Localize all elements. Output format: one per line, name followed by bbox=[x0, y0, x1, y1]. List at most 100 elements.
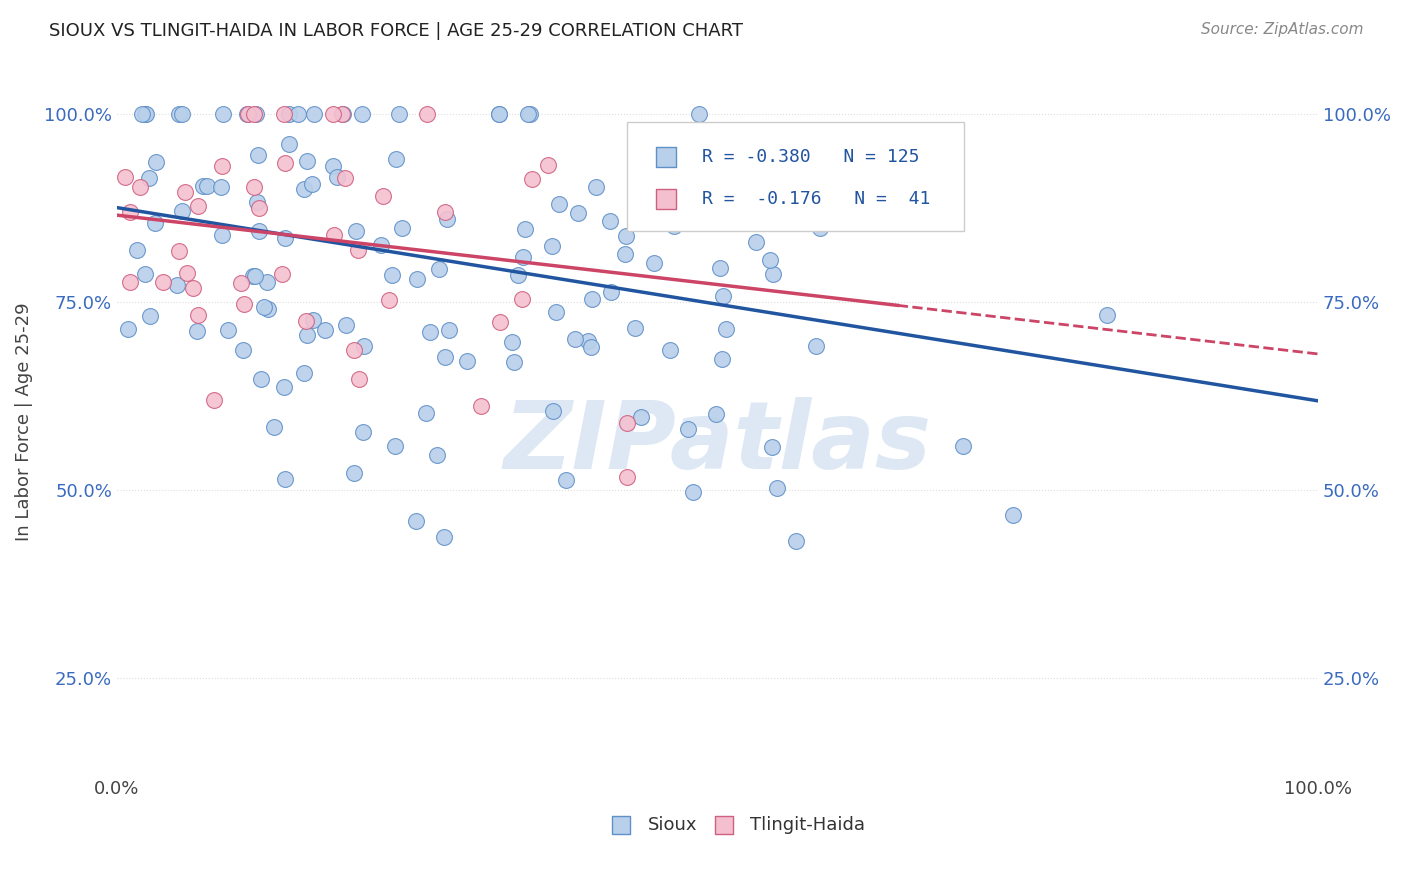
Point bbox=[378, 293, 401, 307]
Point bbox=[295, 154, 318, 169]
Point bbox=[274, 231, 297, 245]
Point bbox=[120, 205, 142, 219]
Point bbox=[249, 201, 271, 215]
Y-axis label: In Labor Force | Age 25-29: In Labor Force | Age 25-29 bbox=[15, 302, 32, 541]
Point bbox=[1001, 508, 1024, 523]
Point bbox=[343, 467, 366, 481]
Point bbox=[952, 439, 974, 453]
Point bbox=[808, 221, 831, 235]
Point bbox=[688, 106, 710, 120]
Point bbox=[541, 404, 564, 418]
Point bbox=[676, 422, 699, 436]
Point bbox=[187, 198, 209, 212]
Point bbox=[406, 271, 429, 285]
Point bbox=[433, 351, 456, 365]
Point bbox=[335, 318, 357, 332]
Point bbox=[332, 106, 354, 120]
Point bbox=[689, 168, 711, 182]
Point bbox=[292, 366, 315, 380]
Point bbox=[515, 222, 537, 236]
Point bbox=[711, 288, 734, 302]
Point bbox=[322, 159, 344, 173]
Point bbox=[243, 179, 266, 194]
Point bbox=[437, 323, 460, 337]
Point bbox=[217, 322, 239, 336]
Point bbox=[236, 106, 259, 120]
Point bbox=[544, 304, 567, 318]
Point bbox=[433, 530, 456, 544]
Text: Sioux: Sioux bbox=[648, 816, 697, 834]
FancyBboxPatch shape bbox=[627, 121, 963, 231]
Point bbox=[152, 276, 174, 290]
Point bbox=[166, 277, 188, 292]
Point bbox=[547, 196, 569, 211]
Point bbox=[714, 322, 737, 336]
Point bbox=[138, 171, 160, 186]
Point bbox=[263, 419, 285, 434]
Point bbox=[295, 314, 318, 328]
Point bbox=[540, 238, 562, 252]
Point bbox=[238, 106, 260, 120]
Point bbox=[599, 285, 621, 299]
Point bbox=[381, 268, 404, 283]
Point bbox=[429, 261, 451, 276]
Text: R =  -0.176   N =  41: R = -0.176 N = 41 bbox=[702, 190, 931, 208]
Point bbox=[134, 267, 156, 281]
Point bbox=[117, 322, 139, 336]
Point bbox=[384, 439, 406, 453]
Point bbox=[253, 300, 276, 314]
Point bbox=[426, 448, 449, 462]
Point bbox=[170, 106, 193, 120]
Point bbox=[247, 225, 270, 239]
Point bbox=[658, 343, 681, 358]
Point bbox=[616, 416, 638, 430]
Point bbox=[385, 152, 408, 166]
Point bbox=[187, 308, 209, 322]
Point bbox=[292, 182, 315, 196]
Point bbox=[710, 351, 733, 366]
Point bbox=[209, 180, 232, 194]
Point bbox=[643, 256, 665, 270]
Point bbox=[616, 469, 638, 483]
Point bbox=[488, 106, 510, 120]
Point bbox=[322, 106, 344, 120]
Point bbox=[510, 292, 533, 306]
Point bbox=[186, 324, 208, 338]
Point bbox=[655, 245, 678, 260]
Point bbox=[245, 268, 267, 283]
Point bbox=[195, 178, 218, 193]
Point bbox=[145, 155, 167, 169]
Point bbox=[125, 244, 148, 258]
Point bbox=[624, 321, 647, 335]
Point bbox=[169, 106, 191, 120]
Point bbox=[301, 178, 323, 192]
Point bbox=[352, 106, 374, 120]
Point bbox=[405, 515, 427, 529]
Point bbox=[193, 179, 215, 194]
Point bbox=[704, 407, 727, 421]
Point bbox=[564, 332, 586, 346]
Point bbox=[501, 334, 523, 349]
Point bbox=[134, 106, 156, 120]
Point bbox=[519, 106, 541, 120]
Point bbox=[353, 339, 375, 353]
Point bbox=[330, 106, 353, 120]
Point bbox=[536, 158, 558, 172]
Point bbox=[1095, 308, 1118, 322]
Point bbox=[347, 244, 370, 258]
Point bbox=[419, 325, 441, 339]
Point bbox=[709, 261, 731, 276]
Point bbox=[129, 180, 152, 194]
Point bbox=[314, 323, 336, 337]
Text: SIOUX VS TLINGIT-HAIDA IN LABOR FORCE | AGE 25-29 CORRELATION CHART: SIOUX VS TLINGIT-HAIDA IN LABOR FORCE | … bbox=[49, 22, 744, 40]
Point bbox=[581, 292, 603, 306]
Point bbox=[506, 268, 529, 282]
Point bbox=[655, 201, 678, 215]
Point bbox=[373, 189, 395, 203]
Point bbox=[804, 339, 827, 353]
Point bbox=[323, 228, 346, 243]
Point bbox=[173, 185, 195, 199]
Point bbox=[630, 409, 652, 424]
Point bbox=[172, 204, 194, 219]
Point bbox=[167, 244, 190, 259]
